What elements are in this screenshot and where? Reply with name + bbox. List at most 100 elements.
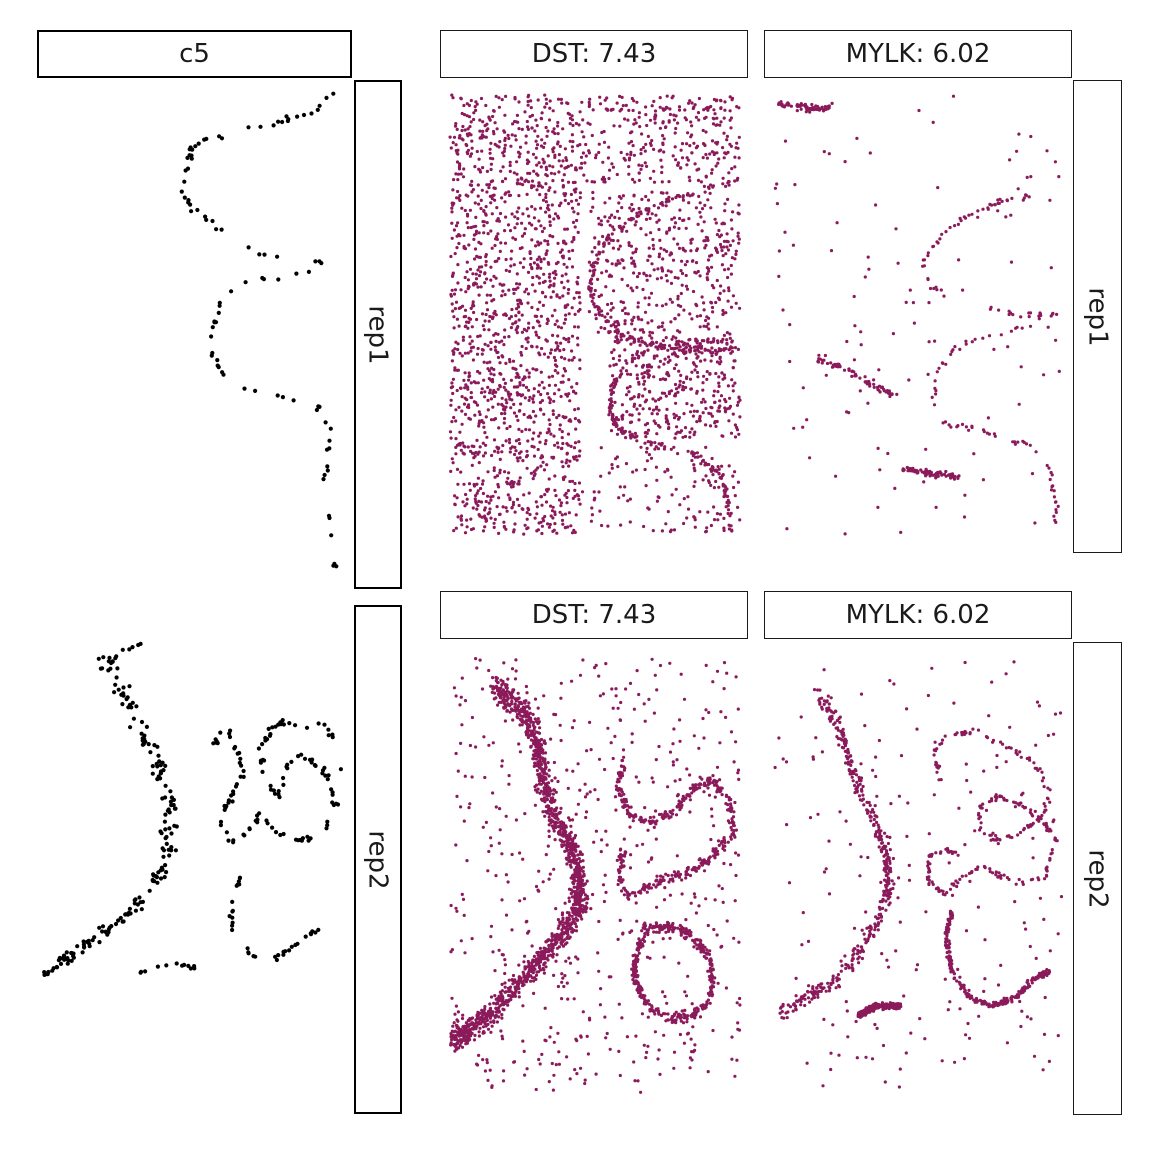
gene-point [805,106,809,110]
gene-point [822,150,826,154]
gene-point [540,1052,544,1056]
gene-point [720,474,724,478]
cluster-point [203,214,208,219]
gene-point [594,313,598,317]
gene-point [456,263,460,267]
gene-point [570,199,574,203]
gene-point [497,219,501,223]
gene-point [1022,196,1026,200]
cluster-point [265,821,270,826]
gene-point [729,116,733,120]
gene-point [623,430,627,434]
gene-point [718,362,722,366]
gene-point [573,408,577,412]
gene-point [725,919,729,923]
gene-point [526,326,531,330]
gene-point [455,388,459,393]
gene-point [664,204,668,208]
gene-point [668,297,672,301]
gene-point [695,370,700,375]
gene-point [536,98,540,102]
cluster-point [247,826,252,831]
cluster-point [308,932,314,937]
gene-point [489,378,493,382]
gene-point [637,780,641,784]
gene-point [607,331,611,335]
gene-point [471,272,475,276]
gene-point [574,925,578,929]
gene-point [734,301,738,305]
gene-point [548,522,552,527]
gene-point [694,146,698,150]
gene-point [554,494,558,498]
gene-point [525,517,529,521]
gene-point [934,392,938,396]
cluster-point [182,179,187,184]
gene-point [643,441,647,445]
gene-point [456,368,460,372]
gene-point [610,232,614,236]
gene-point [553,522,557,526]
gene-point [485,293,489,297]
gene-point [931,120,935,124]
gene-point [941,361,945,365]
gene-point [987,432,991,436]
gene-point [655,478,659,482]
gene-point [552,1073,556,1077]
gene-point [540,229,545,234]
gene-point [624,359,628,363]
gene-point [726,511,730,516]
gene-point [733,800,737,805]
gene-point [652,204,656,208]
gene-point [808,110,812,114]
gene-point [578,301,582,305]
gene-point [543,1006,547,1010]
gene-point [644,217,649,221]
gene-point [474,500,478,504]
gene-point [510,307,514,312]
cluster-point [196,141,201,146]
gene-point [517,427,521,431]
gene-point [477,421,481,426]
cluster-point [217,303,222,308]
gene-point [561,294,565,298]
gene-point [481,454,486,458]
gene-point [672,412,676,416]
gene-point [577,418,581,423]
gene-point [949,476,953,480]
gene-point [560,460,564,464]
gene-point [485,169,489,173]
gene-point [568,479,572,484]
gene-point [639,210,643,214]
cluster-strip-label: c5 [37,30,352,78]
gene-point [722,239,727,243]
gene-point [608,409,612,413]
gene-point [498,140,502,144]
gene-point [459,96,463,100]
gene-point [657,218,661,222]
gene-point [545,321,549,326]
gene-point [502,377,506,381]
gene-point [830,101,834,105]
gene-point [850,374,854,378]
gene-point [562,348,566,352]
gene-point [635,100,639,104]
gene-point [489,265,493,269]
gene-point [493,311,497,316]
gene-point [507,317,511,321]
gene-point [650,412,654,416]
gene-point [652,99,656,103]
gene-point [577,481,582,485]
gene-point [688,773,692,777]
gene-point [480,387,484,391]
gene-point [474,108,478,112]
gene-point [562,262,566,266]
gene-point [737,135,741,139]
gene-point [539,408,543,412]
gene-point [590,299,594,303]
gene-point [518,899,522,903]
gene-point [450,996,454,1000]
cluster-point [295,114,300,119]
gene-point [581,151,585,155]
gene-point [655,432,659,436]
